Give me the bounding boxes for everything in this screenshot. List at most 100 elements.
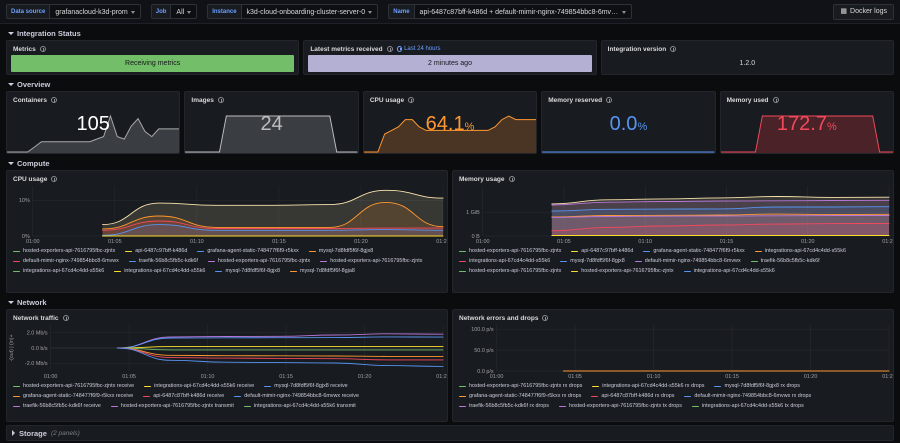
- legend-color-swatch: [691, 405, 699, 408]
- legend-item[interactable]: traefik-56b8c5fb5c-kdk6f receive: [13, 402, 101, 411]
- stat-value: 64.1%: [425, 113, 475, 135]
- legend-item[interactable]: integrations-api-67cd4c4dd-s55k6: [114, 267, 205, 276]
- row-header-integration-status[interactable]: Integration Status: [4, 26, 896, 40]
- info-icon[interactable]: [386, 46, 393, 52]
- variable-value-instance[interactable]: k3d-cloud-onboarding-cluster-server-0: [240, 4, 379, 19]
- legend-item[interactable]: mysql-7d8fdf5f6f-8gjx8 rx drops: [714, 382, 800, 391]
- legend-label: hosted-exporters-api-7616795fbc-zjntx tr…: [120, 403, 234, 409]
- row-title-network: Network: [17, 297, 47, 307]
- legend-item[interactable]: api-6487c97bff-k486d: [125, 247, 187, 256]
- info-icon[interactable]: [542, 315, 549, 321]
- legend-item[interactable]: traefik-56b8c5fb5c-kdk6f rx drops: [459, 402, 549, 411]
- last-24-hours-link[interactable]: Last 24 hours: [396, 46, 440, 52]
- variable-picker-datasource[interactable]: Data source grafanacloud-k3d-prom: [6, 4, 145, 19]
- legend-item[interactable]: mysql-7d8fdf5f6f-8gjx8 receive: [264, 382, 348, 391]
- info-icon[interactable]: [772, 97, 779, 103]
- panel-title-network-errors-text: Network errors and drops: [459, 314, 539, 322]
- legend-item[interactable]: grafana-agent-static-748477f6f9-r5kxx: [643, 247, 745, 256]
- legend-label: hosted-exporters-api-7616795fbc-zjntx: [469, 248, 562, 254]
- legend-color-swatch: [243, 405, 251, 408]
- row-header-compute[interactable]: Compute: [4, 156, 896, 170]
- panel-title-latest-metrics: Latest metrics received Last 24 hours: [304, 41, 595, 53]
- legend-item[interactable]: integrations-api-67cd4c4dd-s55k6 receive: [144, 382, 254, 391]
- legend-item[interactable]: default-mimir-nginx-749854bbc8-6mvwx: [634, 257, 741, 266]
- legend-item[interactable]: integrations-api-67cd4c4dd-s55k6 tx drop…: [691, 402, 804, 411]
- legend-item[interactable]: default-mimir-nginx-749854bbc8-6mvwx rec…: [234, 392, 359, 401]
- legend-color-swatch: [559, 405, 566, 408]
- legend-item[interactable]: grafana-agent-static-748477f6f9-r5kxx rx…: [459, 392, 581, 401]
- stat-panel-title-text: Containers: [13, 96, 47, 104]
- variable-value-datasource[interactable]: grafanacloud-k3d-prom: [49, 4, 141, 19]
- legend-item[interactable]: hosted-exporters-api-7616795fbc-zjntx: [207, 257, 310, 266]
- network-errors-plot[interactable]: 0.0 p/s 50.0 p/s 100.0 p/s 01:00 01:05 01:10 0…: [453, 322, 893, 380]
- row-panel-count-storage: (2 panels): [50, 429, 80, 437]
- info-icon[interactable]: [39, 46, 46, 52]
- legend-label: default-mimir-nginx-749854bbc8-6mvwx: [23, 258, 119, 264]
- panel-row-overview: Containers 105 Images 24 CPU usage 64.1% Memor…: [4, 91, 896, 154]
- panel-title-network-traffic: Network traffic: [7, 310, 447, 322]
- info-icon[interactable]: [606, 97, 613, 103]
- info-icon[interactable]: [408, 97, 415, 103]
- stat-panel-title-text: Memory used: [726, 96, 769, 104]
- legend-item[interactable]: mysql-7d8fdf5f6f-8gjx8: [308, 247, 373, 256]
- docker-logs-button[interactable]: ▦ Docker logs: [833, 3, 894, 20]
- legend-item[interactable]: hosted-exporters-api-7616795fbc-zjntx: [459, 247, 561, 256]
- legend-item[interactable]: api-6487c87bff-k486d receive: [143, 392, 224, 401]
- x-axis-tick-label: 01:10: [647, 374, 661, 380]
- legend-item[interactable]: default-mimir-nginx-749854bbc8-6mvwx: [13, 257, 119, 266]
- stat-panel-title: CPU usage: [364, 92, 536, 104]
- legend-item[interactable]: integrations-api-67cd4c4dd-s55k6: [459, 257, 550, 266]
- row-header-network[interactable]: Network: [4, 295, 896, 309]
- panel-title-cpu-usage-text: CPU usage: [13, 175, 48, 183]
- stat-panel-body: 172.7%: [720, 104, 894, 153]
- network-traffic-plot[interactable]: -2.0 Mb/s 0.0 b/s 2.0 Mb/s 01:00 01:05 01:10 0…: [7, 322, 447, 380]
- row-header-overview[interactable]: Overview: [4, 77, 896, 91]
- x-axis-tick-label: 01:25: [882, 374, 893, 380]
- variable-picker-job[interactable]: Job All: [150, 4, 201, 19]
- legend-item[interactable]: integrations-api-67cd4c4dd-s55k6: [683, 267, 775, 276]
- variable-value-job[interactable]: All: [170, 4, 198, 19]
- legend-color-swatch: [459, 385, 466, 388]
- info-icon[interactable]: [508, 176, 515, 182]
- info-icon[interactable]: [670, 46, 677, 52]
- variable-value-name[interactable]: api-6487c87bff-k486d + default-mimir-ngi…: [413, 4, 632, 19]
- legend-item[interactable]: api-6487c87bff-k486d rx drops: [591, 392, 674, 401]
- legend-item[interactable]: mysql-7d8fdf5f6f-8gjx8: [560, 257, 625, 266]
- legend-label: grafana-agent-static-748477f6f9-r5kxx rx…: [469, 393, 582, 399]
- legend-item[interactable]: mysql-7d8fdf5f6f-8gjx8: [215, 267, 280, 276]
- legend-label: default-mimir-nginx-749854bbc8-6mvwx rx …: [694, 393, 812, 399]
- row-header-storage[interactable]: Storage (2 panels): [6, 425, 894, 441]
- legend-item[interactable]: grafana-agent-static-748477f6f9-r5kxx: [197, 247, 299, 256]
- legend-item[interactable]: api-6487c97bff-k486d: [571, 247, 633, 256]
- legend-item[interactable]: integrations-api-67cd4c4dd-s55k6 rx drop…: [592, 382, 704, 391]
- legend-item[interactable]: integrations-api-67cd4c4dd-s55k6: [13, 267, 104, 276]
- variable-picker-instance[interactable]: Instance k3d-cloud-onboarding-cluster-se…: [207, 4, 382, 19]
- info-icon[interactable]: [51, 176, 58, 182]
- stat-sparkline: [185, 115, 358, 153]
- memory-usage-plot[interactable]: 0 B 1 GiB 01:00 01:05 01:10 01:15 01:20 01:25: [453, 183, 893, 245]
- variable-picker-name[interactable]: Name api-6487c87bff-k486d + default-mimi…: [388, 4, 635, 19]
- legend-item[interactable]: integrations-api-67cd4c4dd-s55k6 transmi…: [243, 402, 356, 411]
- legend-item[interactable]: hosted-exporters-api-7616795fbc-zjntx: [459, 267, 561, 276]
- cpu-usage-plot[interactable]: 0% 10% 01:00 01:05 01:10 01:15 01:20 01:25: [7, 183, 447, 245]
- legend-item[interactable]: traefik-56b8c5fb5c-kdk6f: [128, 257, 198, 266]
- legend-item[interactable]: hosted-exporters-api-7616795fbc-zjntx tr…: [110, 402, 234, 411]
- legend-item[interactable]: default-mimir-nginx-749854bbc8-6mvwx rx …: [684, 392, 811, 401]
- legend-item[interactable]: integrations-api-67cd4c4dd-s55k6: [754, 247, 846, 256]
- legend-item[interactable]: hosted-exporters-api-7616795fbc-zjntx rx…: [459, 382, 582, 391]
- y-axis-title: -(out) | (in)+: [9, 334, 15, 361]
- legend-item[interactable]: hosted-exporters-api-7616795fbc-zjntx re…: [13, 382, 134, 391]
- info-icon[interactable]: [62, 315, 69, 321]
- info-icon[interactable]: [50, 97, 57, 103]
- legend-item[interactable]: hosted-exporters-api-7616795fbc-zjntx: [571, 267, 674, 276]
- legend-item[interactable]: hosted-exporters-api-7616795fbc-zjntx: [320, 257, 423, 266]
- legend-item[interactable]: traefik-56b8c5fb5c-kdk6f: [750, 257, 820, 266]
- legend-item[interactable]: hosted-exporters-api-7616795fbc-zjntx tx…: [559, 402, 682, 411]
- legend-item[interactable]: hosted-exporters-api-7616795fbc-zjntx: [13, 247, 115, 256]
- info-icon[interactable]: [217, 97, 224, 103]
- stat-panel-title-text: Memory reserved: [548, 96, 603, 104]
- legend-item[interactable]: mysql-7d8fdf5f6f-8gja8: [289, 267, 355, 276]
- legend-item[interactable]: grafana-agent-static-748477f6f9-r5kxx re…: [13, 392, 133, 401]
- stat-sparkline: [363, 115, 537, 153]
- x-axis-tick-label: 01:05: [568, 374, 582, 380]
